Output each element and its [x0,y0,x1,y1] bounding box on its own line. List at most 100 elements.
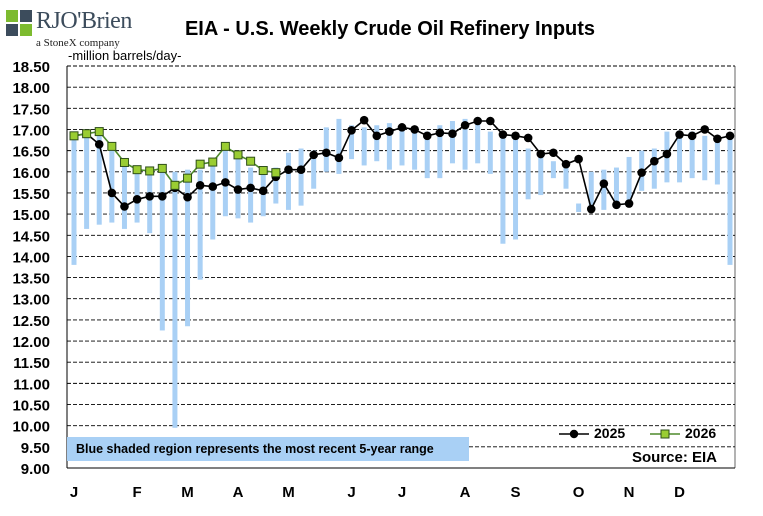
y-axis-units: -million barrels/day- [68,48,182,63]
range-bar [601,169,607,210]
x-tick-label: J [398,484,406,501]
y-tick-label: 15.50 [12,186,50,203]
point-2026 [107,141,117,151]
point-2025 [599,179,609,188]
y-tick-label: 12.00 [12,334,50,351]
range-bar [513,137,519,240]
point-2026 [145,166,155,176]
range-bar [336,118,342,174]
point-2025 [145,192,154,201]
y-tick-label: 16.00 [12,165,50,182]
point-2026 [220,141,230,151]
range-bar [147,169,153,234]
y-tick-label: 11.00 [13,376,50,393]
range-bar [651,148,657,189]
range-bar [285,152,291,210]
range-bar [588,171,594,212]
x-tick-label: N [624,484,635,501]
point-2026 [170,180,180,190]
point-2026 [69,131,79,141]
point-2025 [549,148,558,158]
point-2025 [410,125,419,134]
y-tick-label: 10.50 [12,398,50,415]
range-bar [386,123,392,170]
y-tick-label: 9.50 [21,440,50,457]
range-bar [563,161,569,189]
y-tick-label: 18.50 [12,59,50,76]
point-2025 [195,181,205,190]
point-2025 [284,165,293,174]
point-2025 [523,133,533,143]
point-2025 [94,139,104,149]
range-bar [613,167,619,208]
range-bar [197,169,203,280]
legend-swatch-2025 [559,429,589,439]
point-2025 [309,150,318,160]
point-2025 [183,192,192,202]
y-tick-label: 12.50 [12,313,50,330]
point-2025 [359,115,369,125]
point-2025 [612,200,621,210]
point-2025 [347,126,356,135]
range-bar [538,152,544,196]
y-tick-label: 9.00 [21,461,50,478]
range-bar [399,129,405,166]
x-tick-label: S [511,484,521,501]
y-tick-label: 17.50 [12,101,50,118]
point-2025 [132,194,142,204]
range-bar [626,156,632,202]
range-bar [702,135,708,181]
point-2026 [208,157,218,167]
point-2025 [296,165,306,174]
range-bar [424,131,430,179]
point-2025 [536,149,546,159]
point-2026 [94,127,104,137]
point-2025 [221,178,230,187]
logo-mark-icon [6,10,32,36]
point-2025 [624,199,634,208]
point-2026 [271,168,281,178]
point-2025 [511,131,520,141]
x-tick-label: A [233,484,244,501]
series-2025 [69,115,735,214]
range-bar [412,131,418,170]
point-2025 [486,116,495,126]
point-2025 [713,134,722,144]
y-tick-labels: 9.00 9.50 10.00 10.50 11.00 11.50 12.00 12.50 13… [12,59,50,478]
range-bar [134,165,140,223]
point-2025 [448,129,457,139]
range-bar [500,133,506,244]
range-bar [210,161,216,240]
x-tick-label: F [132,484,141,501]
point-2026 [132,165,142,175]
axes [66,66,736,469]
y-tick-label: 14.00 [12,249,50,266]
legend-label-2025: 2025 [594,425,626,441]
x-tick-label: J [347,484,355,501]
point-2025 [725,131,735,141]
point-2025 [233,185,243,194]
range-bar [437,125,443,179]
y-tick-label: 13.50 [12,271,50,288]
point-2025 [107,188,117,198]
point-2026 [119,157,129,167]
x-tick-label: D [674,484,685,501]
range-note: Blue shaded region represents the most r… [67,437,469,461]
logo-name: RJO'Brien [36,8,132,34]
range-bar [109,142,115,223]
range-bar [159,169,165,331]
range-bar [273,167,279,204]
range-bar [475,121,481,164]
range-bar [449,121,455,164]
point-2026 [157,163,167,173]
range-bar [714,135,720,185]
point-2026 [82,129,92,139]
range-bar [689,131,695,179]
point-2025 [158,192,167,201]
point-2025 [385,127,394,136]
range-bar [361,127,367,166]
x-tick-label: J [70,484,78,501]
series-2026 [69,127,281,190]
